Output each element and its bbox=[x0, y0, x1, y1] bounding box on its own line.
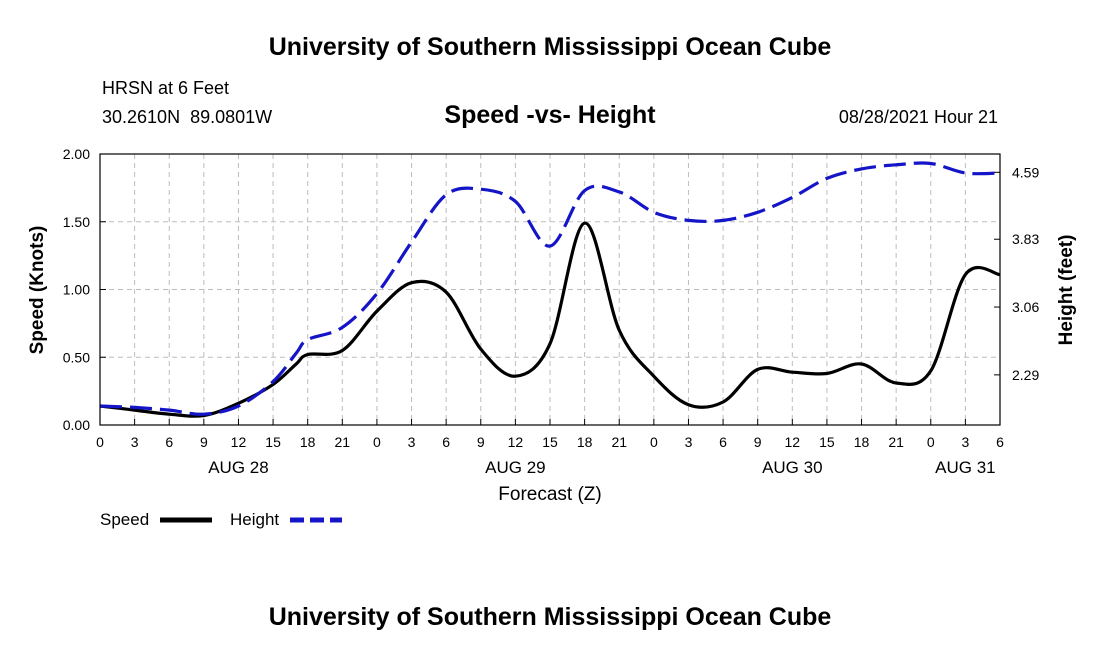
y-tick-label: 2.00 bbox=[63, 146, 90, 162]
date-label: AUG 28 bbox=[208, 458, 268, 477]
x-tick-label: 18 bbox=[577, 434, 593, 450]
date-label: AUG 30 bbox=[762, 458, 822, 477]
legend: Speed Height bbox=[100, 510, 342, 529]
date-label: AUG 31 bbox=[935, 458, 995, 477]
x-tick-label: 6 bbox=[996, 434, 1004, 450]
y-tick-label: 1.00 bbox=[63, 282, 90, 298]
x-tick-label: 0 bbox=[96, 434, 104, 450]
x-tick-label: 6 bbox=[719, 434, 727, 450]
x-tick-label: 12 bbox=[785, 434, 801, 450]
y2-tick-label: 3.06 bbox=[1012, 299, 1039, 315]
x-tick-label: 15 bbox=[265, 434, 281, 450]
legend-speed-label: Speed bbox=[100, 510, 149, 529]
x-tick-label: 0 bbox=[373, 434, 381, 450]
y2-tick-label: 3.83 bbox=[1012, 231, 1039, 247]
coordinates-label: 30.2610N 89.0801W bbox=[102, 107, 272, 127]
y-tick-label: 0.00 bbox=[63, 417, 90, 433]
x-axis-label: Forecast (Z) bbox=[498, 484, 601, 505]
y-tick-label: 0.50 bbox=[63, 349, 90, 365]
x-tick-label: 6 bbox=[442, 434, 450, 450]
x-tick-label: 21 bbox=[888, 434, 904, 450]
chart-subtitle: Speed -vs- Height bbox=[444, 101, 656, 129]
timestamp-label: 08/28/2021 Hour 21 bbox=[839, 107, 998, 127]
station-label: HRSN at 6 Feet bbox=[102, 78, 229, 98]
x-tick-label: 0 bbox=[927, 434, 935, 450]
x-tick-label: 18 bbox=[300, 434, 316, 450]
x-tick-label: 9 bbox=[200, 434, 208, 450]
x-tick-label: 0 bbox=[650, 434, 658, 450]
x-tick-label: 9 bbox=[477, 434, 485, 450]
axis-ticks: 0 3 6 9 12 15 18 21 0 3 6 9 12 15 18 21 0 3 6 9 12 15 18 21 0 3 6 0… bbox=[63, 146, 1040, 477]
y-axis-label: Speed (Knots) bbox=[27, 226, 48, 355]
x-tick-label: 12 bbox=[508, 434, 524, 450]
x-tick-label: 21 bbox=[611, 434, 627, 450]
x-tick-label: 18 bbox=[854, 434, 870, 450]
y2-axis-label: Height (feet) bbox=[1056, 235, 1077, 346]
x-tick-label: 3 bbox=[961, 434, 969, 450]
y2-tick-label: 2.29 bbox=[1012, 367, 1039, 383]
y2-tick-label: 4.59 bbox=[1012, 164, 1039, 180]
x-tick-label: 12 bbox=[231, 434, 247, 450]
x-tick-label: 9 bbox=[754, 434, 762, 450]
date-label: AUG 29 bbox=[485, 458, 545, 477]
chart-title: University of Southern Mississippi Ocean… bbox=[269, 33, 832, 61]
series-line-height bbox=[99, 161, 1001, 416]
x-tick-label: 3 bbox=[408, 434, 416, 450]
x-tick-label: 15 bbox=[819, 434, 835, 450]
x-tick-label: 15 bbox=[542, 434, 558, 450]
x-tick-label: 3 bbox=[131, 434, 139, 450]
x-tick-label: 6 bbox=[165, 434, 173, 450]
grid-lines bbox=[100, 154, 1000, 425]
x-tick-label: 3 bbox=[685, 434, 693, 450]
footer-title: University of Southern Mississippi Ocean… bbox=[269, 603, 832, 631]
y-tick-label: 1.50 bbox=[63, 214, 90, 230]
series-lines bbox=[99, 161, 1001, 418]
legend-height-label: Height bbox=[230, 510, 279, 529]
x-tick-label: 21 bbox=[335, 434, 351, 450]
